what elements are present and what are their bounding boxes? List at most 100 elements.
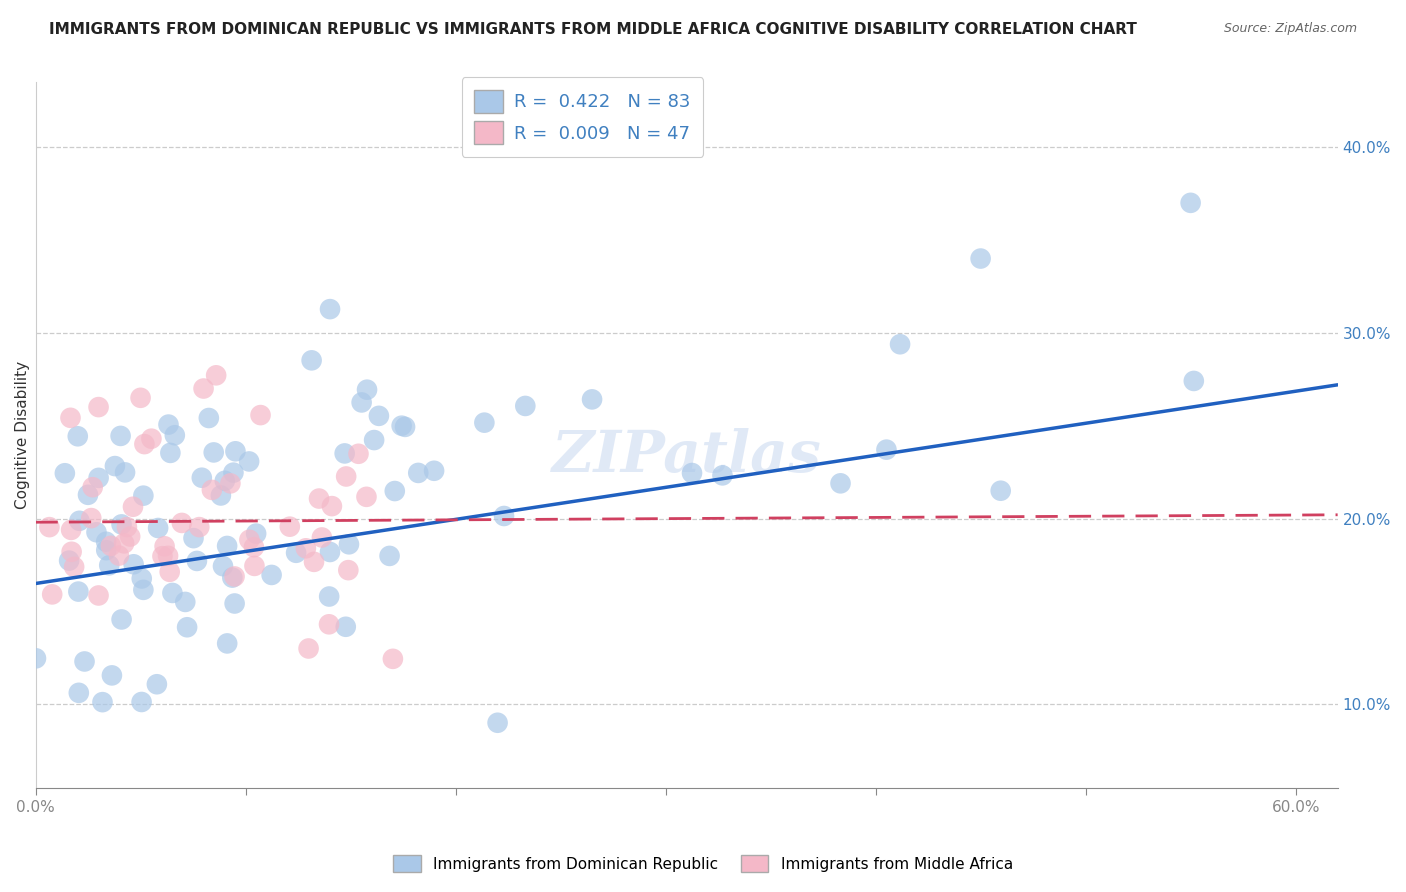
Point: [278, 519, 301, 533]
Point: [114, 466, 136, 480]
Point: [486, 715, 509, 730]
Point: [492, 508, 515, 523]
Point: [25, 651, 48, 665]
Point: [134, 437, 156, 451]
Point: [245, 526, 267, 541]
Point: [122, 500, 145, 514]
Point: [132, 489, 155, 503]
Point: [1182, 374, 1205, 388]
Point: [249, 408, 271, 422]
Point: [86, 525, 108, 540]
Point: [131, 695, 153, 709]
Point: [212, 559, 235, 574]
Legend: Immigrants from Dominican Republic, Immigrants from Middle Africa: Immigrants from Dominican Republic, Immi…: [385, 847, 1021, 880]
Point: [301, 353, 323, 368]
Point: [384, 483, 406, 498]
Point: [100, 539, 122, 553]
Point: [243, 540, 266, 554]
Point: [157, 417, 180, 432]
Point: [318, 617, 340, 632]
Point: [205, 368, 228, 383]
Point: [186, 554, 208, 568]
Point: [110, 429, 132, 443]
Point: [515, 399, 537, 413]
Point: [67, 686, 90, 700]
Point: [58, 553, 80, 567]
Point: [260, 568, 283, 582]
Point: [581, 392, 603, 407]
Point: [297, 641, 319, 656]
Point: [112, 536, 135, 550]
Point: [406, 466, 429, 480]
Point: [60, 545, 83, 559]
Point: [146, 521, 169, 535]
Point: [198, 411, 221, 425]
Point: [67, 584, 90, 599]
Point: [87, 589, 110, 603]
Point: [153, 539, 176, 553]
Point: [224, 569, 246, 583]
Point: [152, 549, 174, 564]
Point: [38, 520, 60, 534]
Point: [214, 474, 236, 488]
Text: Source: ZipAtlas.com: Source: ZipAtlas.com: [1223, 22, 1357, 36]
Point: [378, 549, 401, 563]
Point: [318, 590, 340, 604]
Point: [367, 409, 389, 423]
Point: [308, 491, 330, 506]
Point: [120, 529, 142, 543]
Point: [337, 563, 360, 577]
Point: [131, 572, 153, 586]
Point: [53, 467, 76, 481]
Point: [319, 545, 342, 559]
Point: [238, 454, 260, 468]
Point: [217, 539, 239, 553]
Point: [110, 612, 132, 626]
Text: IMMIGRANTS FROM DOMINICAN REPUBLIC VS IMMIGRANTS FROM MIDDLE AFRICA COGNITIVE DI: IMMIGRANTS FROM DOMINICAN REPUBLIC VS IM…: [49, 22, 1137, 37]
Point: [87, 471, 110, 485]
Point: [104, 459, 127, 474]
Point: [969, 252, 991, 266]
Text: ZIPatlas: ZIPatlas: [551, 428, 821, 484]
Point: [201, 483, 224, 497]
Point: [875, 442, 897, 457]
Point: [319, 302, 342, 317]
Point: [191, 471, 214, 485]
Point: [423, 464, 446, 478]
Point: [96, 534, 118, 549]
Point: [321, 499, 343, 513]
Point: [146, 677, 169, 691]
Point: [363, 433, 385, 447]
Point: [73, 655, 96, 669]
Y-axis label: Cognitive Disability: Cognitive Disability: [15, 361, 30, 509]
Point: [110, 517, 132, 532]
Point: [87, 400, 110, 414]
Point: [176, 620, 198, 634]
Point: [98, 558, 121, 573]
Point: [217, 636, 239, 650]
Point: [170, 516, 193, 530]
Point: [990, 483, 1012, 498]
Point: [202, 445, 225, 459]
Point: [60, 523, 83, 537]
Point: [474, 416, 496, 430]
Point: [108, 549, 131, 563]
Point: [224, 444, 246, 458]
Point: [224, 597, 246, 611]
Point: [243, 558, 266, 573]
Point: [350, 395, 373, 409]
Point: [830, 476, 852, 491]
Point: [115, 520, 138, 534]
Point: [356, 383, 378, 397]
Point: [1180, 195, 1202, 210]
Point: [80, 511, 103, 525]
Point: [59, 410, 82, 425]
Point: [159, 446, 181, 460]
Point: [159, 565, 181, 579]
Point: [335, 469, 357, 483]
Point: [681, 466, 703, 480]
Point: [221, 571, 243, 585]
Point: [337, 537, 360, 551]
Legend: R =  0.422   N = 83, R =  0.009   N = 47: R = 0.422 N = 83, R = 0.009 N = 47: [461, 77, 703, 157]
Point: [391, 418, 413, 433]
